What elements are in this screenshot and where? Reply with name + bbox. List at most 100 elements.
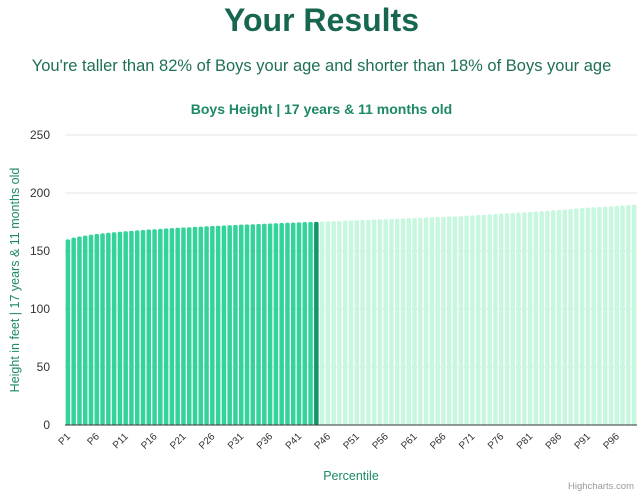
bar[interactable] — [175, 227, 180, 425]
bar[interactable] — [129, 230, 134, 425]
bar[interactable] — [123, 231, 128, 425]
bar[interactable] — [238, 224, 244, 425]
bar[interactable] — [342, 220, 348, 425]
bar[interactable] — [400, 218, 406, 425]
bar[interactable] — [181, 227, 186, 425]
bar[interactable] — [82, 235, 88, 425]
bar[interactable] — [412, 217, 417, 425]
bar[interactable] — [94, 234, 100, 425]
bar[interactable] — [602, 206, 608, 425]
bar[interactable] — [331, 221, 336, 425]
bar[interactable] — [215, 225, 221, 425]
bar[interactable] — [458, 216, 464, 425]
bar[interactable] — [210, 226, 215, 425]
bar[interactable] — [198, 226, 204, 425]
bar[interactable] — [337, 220, 342, 425]
bar[interactable] — [516, 212, 521, 425]
bar[interactable] — [319, 221, 325, 425]
bar[interactable] — [585, 207, 591, 425]
bar[interactable] — [227, 225, 232, 425]
bar[interactable] — [435, 217, 440, 425]
bar[interactable] — [608, 206, 614, 425]
bar[interactable] — [597, 206, 602, 425]
bar-selected[interactable] — [314, 221, 319, 425]
bar[interactable] — [591, 207, 596, 425]
bar[interactable] — [152, 229, 157, 425]
bar[interactable] — [510, 212, 516, 425]
bar[interactable] — [250, 224, 256, 425]
bar[interactable] — [522, 212, 527, 425]
bar[interactable] — [568, 208, 573, 425]
bar[interactable] — [423, 217, 429, 425]
bar[interactable] — [71, 237, 76, 425]
bar[interactable] — [285, 222, 290, 425]
bar[interactable] — [389, 218, 394, 425]
bar[interactable] — [550, 210, 556, 425]
bar[interactable] — [279, 223, 284, 425]
bar[interactable] — [111, 232, 117, 425]
bar[interactable] — [169, 228, 175, 425]
bar[interactable] — [77, 236, 82, 426]
bar[interactable] — [620, 205, 625, 425]
bar[interactable] — [406, 218, 412, 425]
bar[interactable] — [377, 219, 383, 425]
bar[interactable] — [429, 217, 435, 425]
bar[interactable] — [65, 239, 71, 425]
bar[interactable] — [354, 220, 360, 425]
bar[interactable] — [308, 222, 313, 425]
bar[interactable] — [504, 213, 510, 425]
bar[interactable] — [100, 233, 105, 425]
bar[interactable] — [614, 205, 620, 425]
bar[interactable] — [626, 205, 631, 425]
bar[interactable] — [452, 216, 458, 425]
bar[interactable] — [475, 215, 481, 425]
bar[interactable] — [221, 225, 227, 425]
bar[interactable] — [539, 211, 544, 425]
bar[interactable] — [481, 214, 487, 425]
bar[interactable] — [146, 229, 152, 425]
bar[interactable] — [371, 219, 377, 425]
bar[interactable] — [574, 208, 579, 425]
bar[interactable] — [493, 214, 498, 425]
bar[interactable] — [106, 232, 111, 425]
bar[interactable] — [418, 217, 423, 425]
bar[interactable] — [267, 223, 273, 425]
bar[interactable] — [446, 216, 452, 425]
bar[interactable] — [527, 211, 533, 425]
bar[interactable] — [394, 218, 400, 425]
bar[interactable] — [498, 213, 504, 425]
bar[interactable] — [163, 228, 169, 426]
bar[interactable] — [556, 209, 562, 425]
bar[interactable] — [360, 220, 365, 425]
bar[interactable] — [296, 222, 302, 425]
bar[interactable] — [290, 222, 296, 425]
bar[interactable] — [579, 207, 585, 425]
bar[interactable] — [348, 220, 354, 425]
bar[interactable] — [88, 234, 94, 425]
bar[interactable] — [192, 226, 198, 425]
bar[interactable] — [383, 219, 388, 425]
bar[interactable] — [470, 215, 475, 425]
credits-link[interactable]: Highcharts.com — [568, 481, 634, 492]
bar[interactable] — [302, 222, 308, 425]
bar[interactable] — [158, 228, 163, 425]
bar[interactable] — [487, 214, 492, 425]
bar[interactable] — [631, 204, 637, 425]
bar[interactable] — [140, 230, 146, 425]
bar[interactable] — [533, 211, 539, 425]
bar[interactable] — [325, 221, 331, 425]
bar[interactable] — [117, 231, 123, 425]
bar[interactable] — [204, 226, 209, 425]
bar[interactable] — [545, 210, 550, 425]
bar[interactable] — [562, 209, 568, 425]
bar[interactable] — [464, 215, 469, 425]
bar[interactable] — [441, 216, 446, 425]
bar[interactable] — [244, 224, 250, 425]
bar[interactable] — [273, 223, 279, 425]
bar[interactable] — [262, 223, 267, 425]
bar[interactable] — [366, 219, 371, 425]
bar[interactable] — [134, 230, 140, 425]
bar[interactable] — [186, 227, 192, 425]
bar[interactable] — [233, 225, 238, 425]
bar[interactable] — [256, 223, 261, 425]
